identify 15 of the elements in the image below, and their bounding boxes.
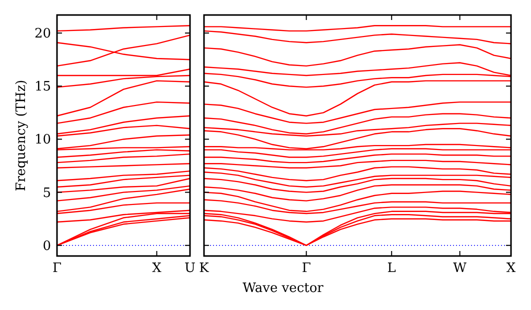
y-tick-label: 5 [42,186,51,201]
y-tick-label: 0 [42,238,51,254]
x-tick-label: W [453,261,468,276]
x-tick-label: Γ [302,261,311,276]
x-tick-label: K [199,261,210,276]
x-tick-label: X [152,261,162,276]
y-tick-label: 20 [34,26,51,42]
x-tick-label: X [506,261,516,276]
y-tick-label: 10 [34,132,51,148]
x-tick-label: L [387,261,396,276]
x-tick-label: Γ [52,261,62,276]
y-axis-title: Frequency (THz) [14,80,29,192]
y-tick-label: 15 [34,80,51,95]
x-axis-title: Wave vector [242,281,324,296]
x-tick-label: U [184,261,196,276]
